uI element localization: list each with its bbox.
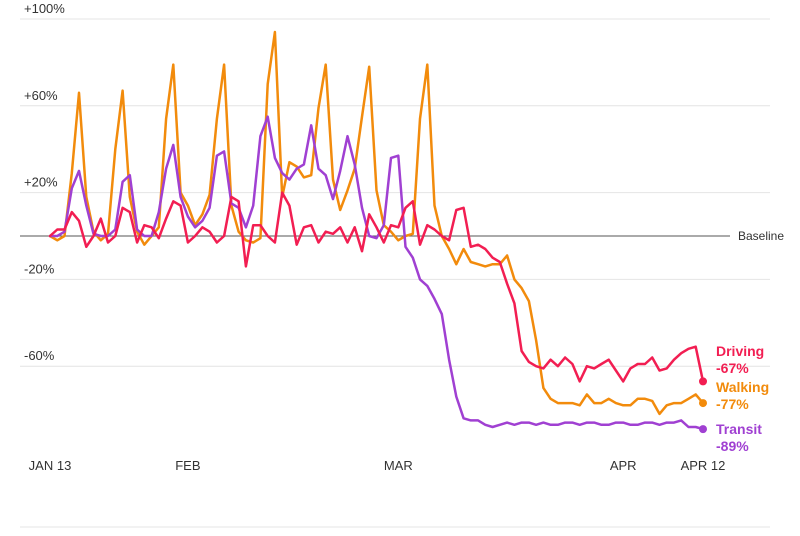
series-end-point-transit	[699, 425, 707, 434]
series-end-point-walking	[699, 399, 707, 408]
series-value-label: -89%	[716, 438, 749, 454]
y-tick-label: +20%	[24, 175, 58, 190]
series-value-label: -67%	[716, 360, 749, 376]
y-tick-label: +60%	[24, 88, 58, 103]
x-tick-label: APR 12	[681, 458, 726, 473]
x-tick-label: FEB	[175, 458, 200, 473]
series-name-label: Driving	[716, 343, 764, 359]
x-tick-label: APR	[610, 458, 637, 473]
series-name-label: Walking	[716, 379, 769, 395]
y-tick-label: +100%	[24, 1, 65, 16]
series-end-point-driving	[699, 377, 707, 386]
x-axis: JAN 13 FEB MAR APR APR 12	[29, 458, 726, 473]
series-line-walking	[48, 30, 705, 416]
y-tick-label: -60%	[24, 348, 55, 363]
series-value-label: -77%	[716, 396, 749, 412]
series: Walking-77% Transit-89% Driving-67%	[48, 30, 769, 454]
y-axis: +100% +60% +20% -20% -60%	[24, 1, 65, 363]
grid	[20, 18, 770, 367]
x-tick-label: MAR	[384, 458, 413, 473]
baseline-label: Baseline	[738, 229, 784, 243]
series-line-transit	[48, 115, 705, 431]
series-name-label: Transit	[716, 421, 762, 437]
series-line-driving	[48, 191, 705, 383]
y-tick-label: -20%	[24, 261, 55, 276]
x-tick-label: JAN 13	[29, 458, 72, 473]
